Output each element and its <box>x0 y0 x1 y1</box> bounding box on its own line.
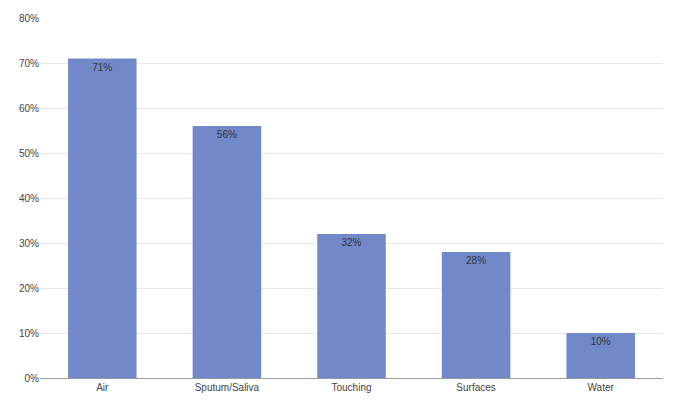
svg-text:Touching: Touching <box>331 382 371 393</box>
svg-text:Water: Water <box>588 382 615 393</box>
svg-text:71%: 71% <box>92 62 112 73</box>
svg-text:20%: 20% <box>19 283 39 294</box>
svg-text:40%: 40% <box>19 193 39 204</box>
svg-text:80%: 80% <box>19 13 39 24</box>
svg-text:32%: 32% <box>341 237 361 248</box>
svg-text:Air: Air <box>96 382 109 393</box>
svg-text:0%: 0% <box>25 373 40 384</box>
svg-text:50%: 50% <box>19 148 39 159</box>
svg-text:30%: 30% <box>19 238 39 249</box>
svg-text:10%: 10% <box>19 328 39 339</box>
svg-text:28%: 28% <box>466 255 486 266</box>
svg-text:10%: 10% <box>591 336 611 347</box>
svg-text:60%: 60% <box>19 103 39 114</box>
svg-text:70%: 70% <box>19 58 39 69</box>
svg-text:Surfaces: Surfaces <box>456 382 495 393</box>
svg-text:56%: 56% <box>217 129 237 140</box>
svg-text:Sputum/Saliva: Sputum/Saliva <box>195 382 260 393</box>
